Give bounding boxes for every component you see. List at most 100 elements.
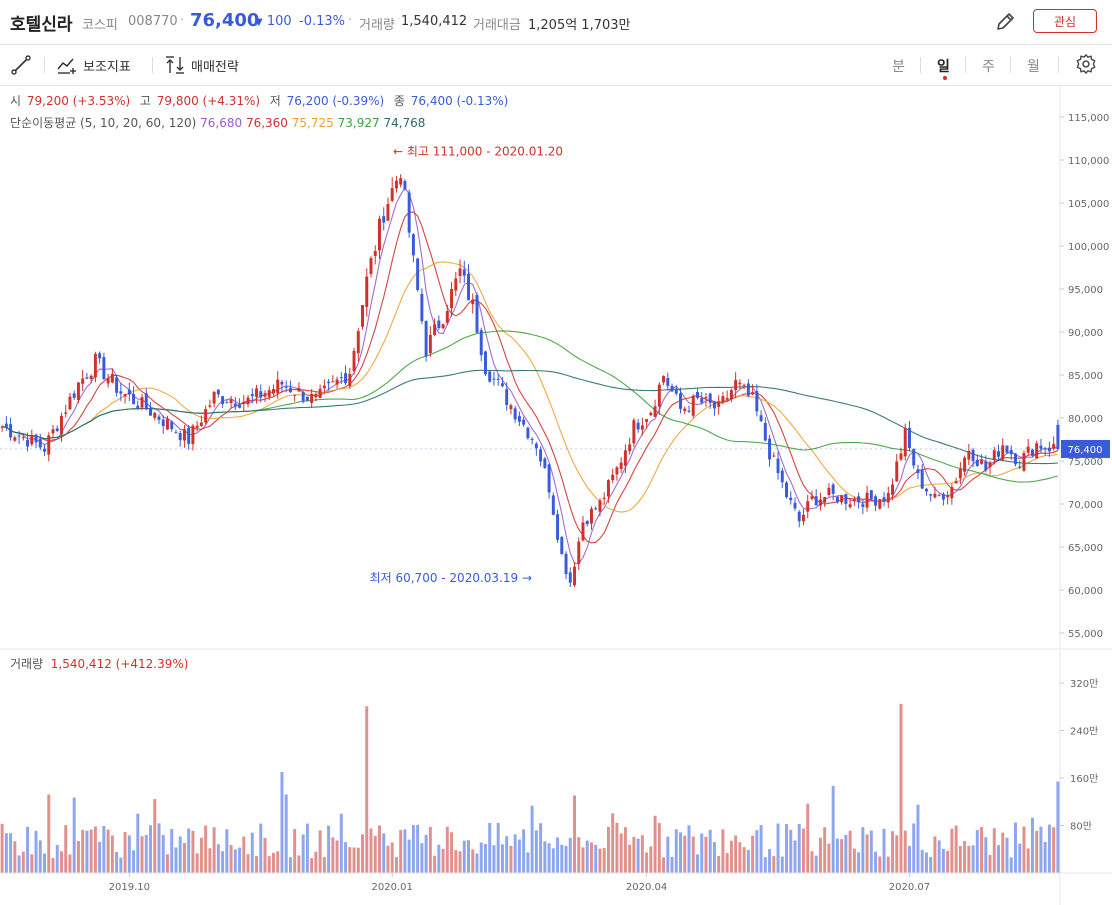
volume-bar xyxy=(305,823,309,873)
volume-bar xyxy=(407,839,411,873)
drawing-tool-button[interactable] xyxy=(10,45,32,85)
candle-body xyxy=(47,435,51,455)
volume-bar xyxy=(844,834,848,873)
strategy-button[interactable]: 매매전략 xyxy=(164,45,239,85)
volume-bar xyxy=(929,856,933,873)
volume-bar xyxy=(874,851,878,873)
volume-bar xyxy=(869,830,873,873)
candle-body xyxy=(284,386,288,388)
candle-body xyxy=(144,393,148,410)
toolbar-divider xyxy=(920,57,921,73)
volume-bar xyxy=(687,825,691,873)
volume-bar xyxy=(1005,837,1009,873)
volume-bar xyxy=(560,844,564,873)
ma-line-20 xyxy=(2,261,1058,513)
price-tick-label: 70,000 xyxy=(1068,500,1103,511)
candle-body xyxy=(954,481,958,484)
candle-body xyxy=(878,499,882,509)
volume-bar xyxy=(195,853,199,873)
gear-icon[interactable] xyxy=(1075,53,1097,75)
candle-body xyxy=(751,392,755,395)
candle-body xyxy=(797,511,801,522)
volume-bar xyxy=(13,841,17,873)
candle-body xyxy=(352,350,356,372)
candle-body xyxy=(314,394,318,398)
volume-bar xyxy=(941,848,945,873)
favorite-button[interactable]: 관심 xyxy=(1033,9,1097,33)
volume-bar xyxy=(411,825,415,873)
volume-bar xyxy=(119,857,123,873)
volume-bar xyxy=(416,824,420,873)
period-tab-minute[interactable]: 분 xyxy=(892,59,905,75)
period-tab-day[interactable]: 일 xyxy=(937,59,950,75)
volume-bar xyxy=(174,847,178,873)
candle-body xyxy=(26,439,30,447)
candle-body xyxy=(450,289,454,309)
volume-bar xyxy=(912,823,916,873)
indicator-button[interactable]: 보조지표 xyxy=(56,45,131,85)
volume-bar xyxy=(509,845,513,873)
ma-line-5 xyxy=(2,187,1059,565)
low-annotation: 최저 60,700 - 2020.03.19 → xyxy=(370,571,532,585)
candle-body xyxy=(433,324,437,335)
candle-body xyxy=(259,391,263,398)
volume-bar xyxy=(581,847,585,873)
volume-bar xyxy=(284,794,288,873)
volume-bar xyxy=(666,836,670,873)
volume-bar xyxy=(967,845,971,873)
pencil-icon[interactable] xyxy=(994,11,1016,33)
candle-body xyxy=(153,412,157,418)
candle-body xyxy=(924,488,928,492)
candle-body xyxy=(327,381,331,384)
volume-bar xyxy=(585,840,589,873)
chart-annotations: 76,400 ← 최고 111,000 - 2020.01.20 최저 60,700… xyxy=(0,144,1110,585)
ma60-value: 73,927 xyxy=(337,116,380,130)
candle-body xyxy=(988,462,992,468)
amount-value: 1,205억 1,703만 xyxy=(528,18,631,33)
volume-bar xyxy=(564,845,568,873)
volume-bar xyxy=(810,851,814,873)
ma120-value: 74,768 xyxy=(383,116,426,130)
candle-body xyxy=(619,462,623,469)
candle-body xyxy=(869,490,873,500)
volume-bar xyxy=(751,835,755,873)
candle-body xyxy=(628,444,632,452)
volume-bar xyxy=(628,844,632,873)
period-tab-week[interactable]: 주 xyxy=(982,59,995,75)
period-tab-month[interactable]: 월 xyxy=(1027,59,1040,75)
volume-bar xyxy=(551,848,555,873)
volume-bar xyxy=(327,825,331,873)
high-annotation: ← 최고 111,000 - 2020.01.20 xyxy=(393,144,563,158)
high-value: 79,800 (+4.31%) xyxy=(156,94,261,108)
volume-bar xyxy=(386,845,390,873)
candle-body xyxy=(123,393,127,397)
volume-bar xyxy=(755,830,759,873)
candle-body xyxy=(594,508,598,510)
candle-body xyxy=(280,381,284,385)
candle-body xyxy=(1039,445,1043,449)
volume-bar xyxy=(68,854,72,873)
volume-bar xyxy=(695,854,699,873)
volume-bar xyxy=(886,856,890,873)
volume-bar xyxy=(64,825,68,873)
candle-body xyxy=(174,432,178,434)
price-tick-label: 105,000 xyxy=(1068,199,1109,210)
volume-bar xyxy=(356,847,360,873)
candle-body xyxy=(361,305,365,327)
candle-body xyxy=(59,415,63,435)
volume-bar xyxy=(98,841,102,873)
candles xyxy=(0,174,1060,588)
candle-body xyxy=(89,375,93,380)
volume-bar xyxy=(331,837,335,873)
volume-bar xyxy=(76,841,80,873)
candle-body xyxy=(68,396,72,410)
candle-body xyxy=(187,427,191,444)
candle-body xyxy=(573,566,577,586)
candle-body xyxy=(424,321,428,357)
volume-bar xyxy=(543,841,547,873)
volume-bar xyxy=(857,852,861,873)
volume-bar xyxy=(1030,817,1034,873)
volume-bar xyxy=(365,706,369,873)
volume-bar xyxy=(106,829,110,873)
